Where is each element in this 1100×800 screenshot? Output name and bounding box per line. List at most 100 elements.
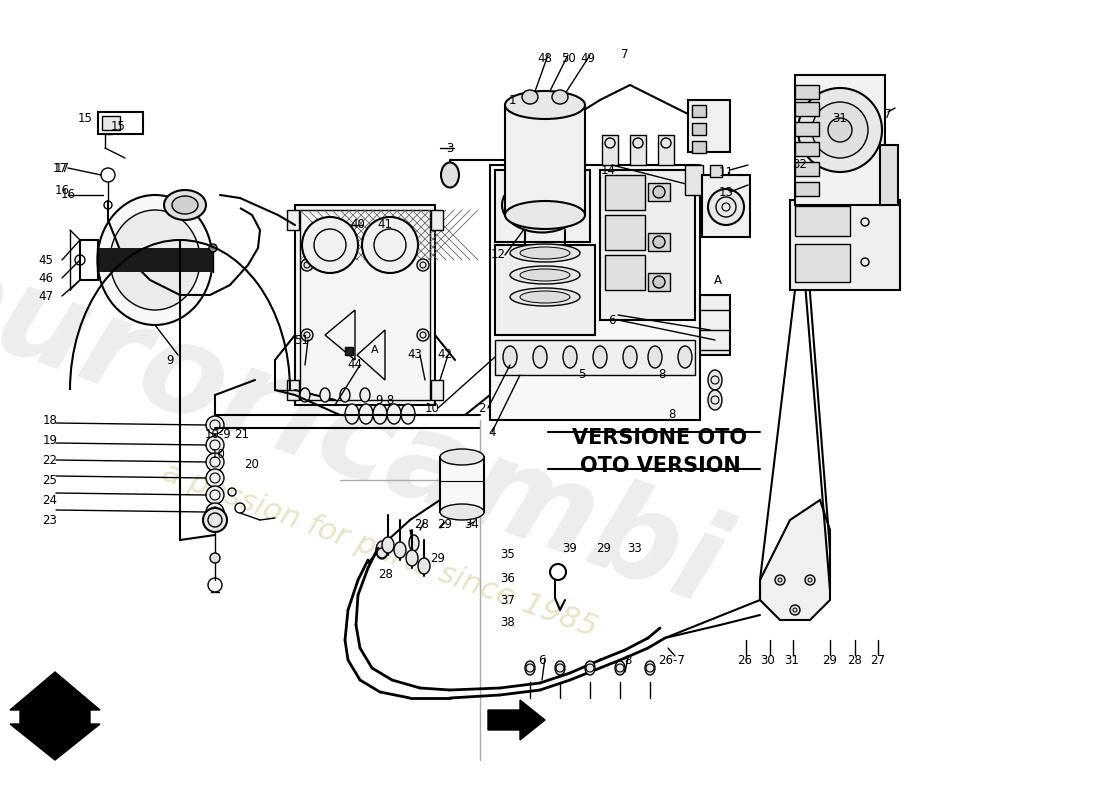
Ellipse shape xyxy=(409,535,419,551)
Text: 11: 11 xyxy=(718,166,734,178)
Bar xyxy=(692,141,706,153)
Bar xyxy=(790,200,900,290)
Text: 5: 5 xyxy=(579,369,585,382)
Text: 16: 16 xyxy=(55,183,69,197)
Text: 33: 33 xyxy=(628,542,642,554)
Bar xyxy=(442,465,482,509)
Ellipse shape xyxy=(510,266,580,284)
Bar xyxy=(490,165,700,420)
Text: 14: 14 xyxy=(601,163,616,177)
Ellipse shape xyxy=(300,388,310,402)
Circle shape xyxy=(301,329,314,341)
Bar xyxy=(795,182,820,196)
Text: 12: 12 xyxy=(491,249,506,262)
Circle shape xyxy=(210,553,220,563)
Text: 22: 22 xyxy=(43,454,57,466)
Text: 6: 6 xyxy=(538,654,546,666)
Ellipse shape xyxy=(418,558,430,574)
Circle shape xyxy=(206,436,224,454)
Text: 30: 30 xyxy=(760,654,775,666)
Text: 28: 28 xyxy=(848,654,862,666)
Circle shape xyxy=(206,469,224,487)
Bar xyxy=(102,116,120,130)
Text: 7: 7 xyxy=(621,49,629,62)
Text: 15: 15 xyxy=(78,111,92,125)
Bar xyxy=(495,245,595,335)
Text: 8: 8 xyxy=(669,409,675,422)
Text: OTO VERSION: OTO VERSION xyxy=(580,456,740,476)
Text: 2: 2 xyxy=(478,402,486,414)
Circle shape xyxy=(362,217,418,273)
Bar xyxy=(658,135,674,165)
Bar xyxy=(795,85,820,99)
Bar xyxy=(692,105,706,117)
Circle shape xyxy=(209,244,217,252)
Text: 36: 36 xyxy=(500,571,516,585)
Ellipse shape xyxy=(510,288,580,306)
Bar xyxy=(97,248,213,272)
Ellipse shape xyxy=(402,404,415,424)
Text: 31: 31 xyxy=(784,654,800,666)
Text: 7: 7 xyxy=(884,109,892,122)
Text: 35: 35 xyxy=(500,549,516,562)
Bar xyxy=(795,162,820,176)
Text: 17: 17 xyxy=(55,162,69,174)
Circle shape xyxy=(653,236,666,248)
Polygon shape xyxy=(760,500,830,620)
Ellipse shape xyxy=(648,346,662,368)
Ellipse shape xyxy=(441,162,459,187)
Text: 21: 21 xyxy=(234,429,250,442)
Bar xyxy=(648,273,670,291)
Ellipse shape xyxy=(406,550,418,566)
Text: 39: 39 xyxy=(562,542,578,554)
Bar xyxy=(648,233,670,251)
Circle shape xyxy=(206,453,224,471)
Bar xyxy=(605,175,645,210)
Ellipse shape xyxy=(515,186,570,224)
Text: 9: 9 xyxy=(166,354,174,366)
Bar xyxy=(287,380,299,400)
Circle shape xyxy=(805,575,815,585)
Text: 15: 15 xyxy=(111,119,125,133)
Ellipse shape xyxy=(359,404,373,424)
Text: 29: 29 xyxy=(823,654,837,666)
Text: 28: 28 xyxy=(378,569,394,582)
Bar xyxy=(795,122,820,136)
Ellipse shape xyxy=(708,390,722,410)
Bar xyxy=(795,244,850,282)
Bar xyxy=(98,112,143,134)
Text: 4: 4 xyxy=(488,426,496,438)
Circle shape xyxy=(653,186,666,198)
Ellipse shape xyxy=(164,190,206,220)
Circle shape xyxy=(204,508,227,532)
Ellipse shape xyxy=(585,661,595,675)
Ellipse shape xyxy=(645,661,654,675)
Text: 48: 48 xyxy=(538,51,552,65)
Circle shape xyxy=(812,102,868,158)
Ellipse shape xyxy=(534,346,547,368)
Text: 27: 27 xyxy=(870,654,886,666)
Text: 44: 44 xyxy=(348,358,363,371)
Circle shape xyxy=(302,217,358,273)
Text: 13: 13 xyxy=(718,186,734,198)
Bar xyxy=(795,102,820,116)
Ellipse shape xyxy=(552,90,568,104)
Circle shape xyxy=(790,605,800,615)
Polygon shape xyxy=(488,700,544,740)
Ellipse shape xyxy=(563,346,578,368)
Text: 29: 29 xyxy=(438,518,452,530)
Text: 9-8: 9-8 xyxy=(375,394,395,406)
Text: 25: 25 xyxy=(43,474,57,486)
Bar xyxy=(685,165,703,195)
Ellipse shape xyxy=(98,195,212,325)
Ellipse shape xyxy=(525,661,535,675)
Bar xyxy=(692,123,706,135)
Ellipse shape xyxy=(505,201,585,229)
Bar xyxy=(495,340,695,375)
Text: 20: 20 xyxy=(244,458,260,471)
Ellipse shape xyxy=(387,404,402,424)
Text: 38: 38 xyxy=(500,615,516,629)
Text: 1: 1 xyxy=(508,94,516,106)
Text: 26-7: 26-7 xyxy=(659,654,685,666)
Bar xyxy=(630,135,646,165)
